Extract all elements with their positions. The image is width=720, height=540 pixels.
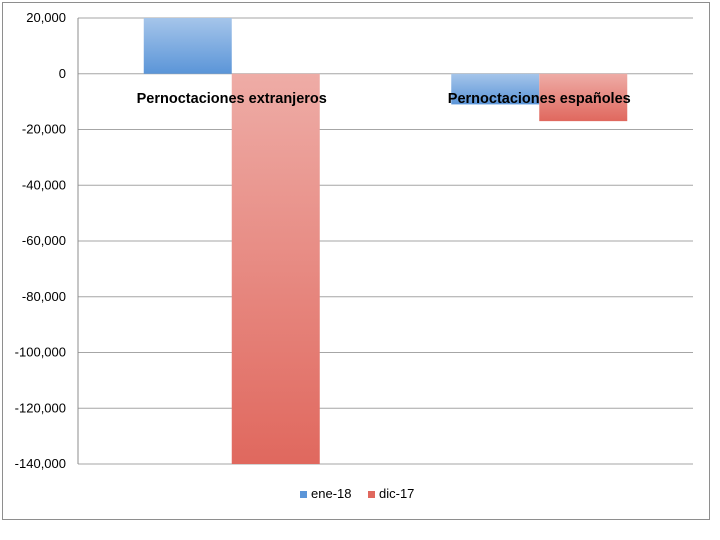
legend-swatch — [368, 491, 375, 498]
bar-dic-17-1 — [539, 73, 628, 122]
y-tick-label: -60,000 — [22, 233, 66, 248]
y-tick-label: -120,000 — [15, 400, 66, 415]
y-axis-tick-labels: 20,000 0 -20,000 -40,000 -60,000 -80,000 -100,… — [15, 10, 66, 471]
y-tick-label: -140,000 — [15, 456, 66, 471]
bar-ene-18-1 — [451, 73, 540, 105]
y-tick-label: -40,000 — [22, 177, 66, 192]
category-labels: Pernoctaciones extranjeros Pernoctaciones… — [137, 91, 631, 107]
legend-label: dic-17 — [379, 486, 414, 501]
category-label: Pernoctaciones extranjeros — [137, 91, 327, 107]
category-label: Pernoctaciones españoles — [448, 91, 631, 107]
legend: ene-18 dic-17 — [300, 486, 414, 501]
legend-label: ene-18 — [311, 486, 351, 501]
bar-dic-17-0 — [231, 73, 320, 464]
y-tick-label: -80,000 — [22, 289, 66, 304]
y-tick-label: -20,000 — [22, 122, 66, 137]
bars — [143, 18, 628, 464]
y-tick-label: -100,000 — [15, 345, 66, 360]
y-tick-label: 0 — [59, 66, 66, 81]
legend-swatch — [300, 491, 307, 498]
bar-ene-18-0 — [143, 18, 232, 74]
y-tick-label: 20,000 — [26, 10, 66, 25]
